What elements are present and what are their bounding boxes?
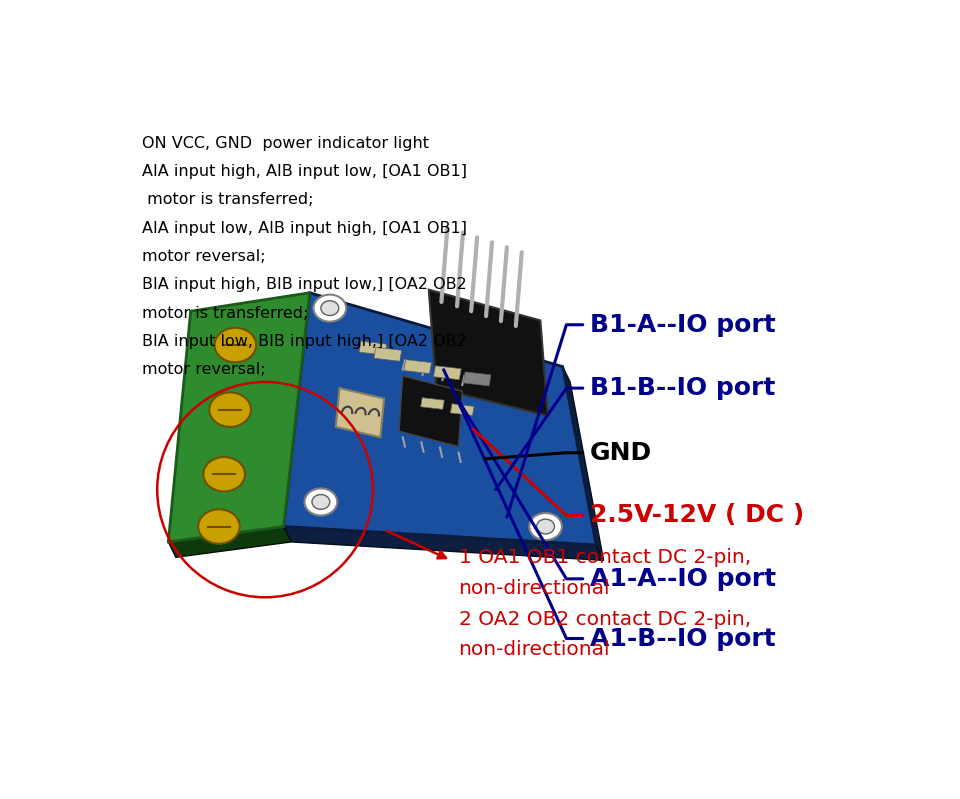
Text: A1-A--IO port: A1-A--IO port — [590, 566, 777, 590]
Polygon shape — [464, 372, 491, 386]
Circle shape — [537, 519, 555, 534]
Polygon shape — [429, 290, 548, 415]
Text: BIA input low, BIB input high,] [OA2 OB2: BIA input low, BIB input high,] [OA2 OB2 — [142, 334, 468, 349]
Text: BIA input high, BIB input low,] [OA2 OB2: BIA input high, BIB input low,] [OA2 OB2 — [142, 277, 468, 292]
Circle shape — [529, 513, 562, 540]
Circle shape — [312, 495, 330, 509]
Text: 2.5V-12V ( DC ): 2.5V-12V ( DC ) — [590, 503, 804, 527]
Text: motor is transferred;: motor is transferred; — [142, 306, 309, 320]
Text: AIA input low, AIB input high, [OA1 OB1]: AIA input low, AIB input high, [OA1 OB1] — [142, 221, 468, 236]
Circle shape — [304, 488, 337, 515]
Text: B1-B--IO port: B1-B--IO port — [590, 376, 776, 400]
Polygon shape — [168, 527, 291, 558]
Text: 1 OA1 OB1 contact DC 2-pin,: 1 OA1 OB1 contact DC 2-pin, — [459, 548, 751, 567]
Text: AIA input high, AIB input low, [OA1 OB1]: AIA input high, AIB input low, [OA1 OB1] — [142, 164, 468, 179]
Text: ON VCC, GND  power indicator light: ON VCC, GND power indicator light — [142, 136, 429, 151]
Circle shape — [209, 392, 251, 427]
Polygon shape — [284, 292, 596, 545]
Text: motor reversal;: motor reversal; — [142, 362, 266, 377]
Polygon shape — [404, 360, 431, 374]
Text: GND: GND — [590, 441, 653, 465]
Text: A1-B--IO port: A1-B--IO port — [590, 626, 776, 650]
Circle shape — [313, 295, 347, 322]
Text: 2 OA2 OB2 contact DC 2-pin,: 2 OA2 OB2 contact DC 2-pin, — [459, 610, 751, 629]
Polygon shape — [374, 348, 401, 361]
Circle shape — [204, 457, 245, 491]
Polygon shape — [284, 527, 604, 560]
Polygon shape — [450, 403, 474, 415]
Polygon shape — [434, 366, 461, 380]
Text: motor reversal;: motor reversal; — [142, 249, 266, 264]
Polygon shape — [563, 367, 604, 560]
Polygon shape — [359, 341, 387, 355]
Text: non-directional: non-directional — [459, 578, 610, 598]
Circle shape — [214, 328, 256, 362]
Polygon shape — [168, 292, 310, 542]
Polygon shape — [336, 388, 384, 437]
Text: B1-A--IO port: B1-A--IO port — [590, 312, 776, 336]
Circle shape — [198, 509, 240, 544]
Polygon shape — [399, 376, 463, 447]
Text: non-directional: non-directional — [459, 640, 610, 659]
Circle shape — [321, 300, 339, 316]
Text: motor is transferred;: motor is transferred; — [142, 193, 314, 208]
Polygon shape — [420, 398, 444, 409]
